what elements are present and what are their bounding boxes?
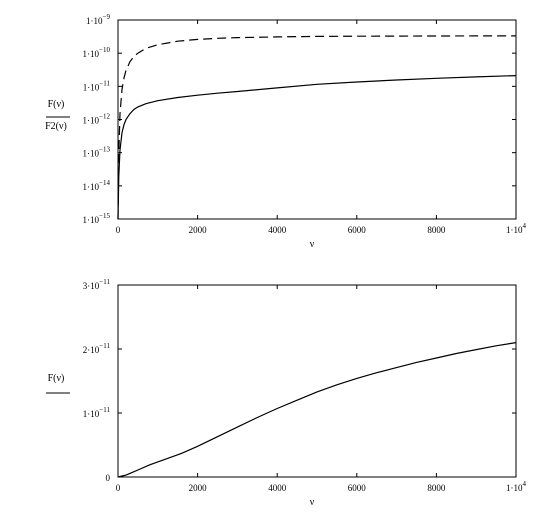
x-axis-label: ν [310,497,315,508]
y-tick-label: 1·10−12 [83,113,111,126]
x-tick-label: 6000 [348,225,367,235]
x-tick-label: 1·104 [506,480,527,493]
series-line-solid [117,75,517,220]
x-tick-label: 2000 [189,225,208,235]
y-tick-label: 1·10−13 [83,146,111,159]
x-tick-label: 4000 [268,225,287,235]
x-tick-label: 8000 [427,225,446,235]
y-tick-label: 2·10−11 [83,342,111,355]
y-tick-label: 1·10−11 [83,406,111,419]
series-line-solid [117,342,517,478]
y-tick-label: 1·10−10 [83,46,111,59]
y-axis-label: F2(ν) [45,121,67,132]
series-line-dashed [117,35,516,220]
x-tick-label: 8000 [427,483,446,493]
chart-panel-1: 0 2000 4000 6000 8000 1·104 1·10−9 1·10−10 1·10−… [45,13,526,250]
y-tick-label: 1·10−15 [83,212,111,225]
x-tick-label: 2000 [189,483,208,493]
y-tick-label: 1·10−9 [86,13,110,26]
y-tick-label: 1·10−14 [83,179,111,192]
y-tick-label: 0 [106,473,111,483]
y-axis-label: F(ν) [48,99,65,110]
x-tick-label: 6000 [348,483,367,493]
y-tick-label: 3·10−11 [83,278,111,291]
x-tick-label: 4000 [268,483,287,493]
chart-panel-2: 0 2000 4000 6000 8000 1·104 0 1·10−11 2·10−11 3·1… [46,278,527,508]
plot-frame [117,19,517,220]
x-axis-label: ν [310,239,315,250]
y-axis-label: F(ν) [48,373,65,384]
x-tick-label: 0 [116,225,121,235]
x-tick-label: 1·104 [506,222,527,235]
x-tick-label: 0 [116,483,121,493]
y-tick-label: 1·10−11 [83,79,111,92]
plot-frame [117,284,517,478]
